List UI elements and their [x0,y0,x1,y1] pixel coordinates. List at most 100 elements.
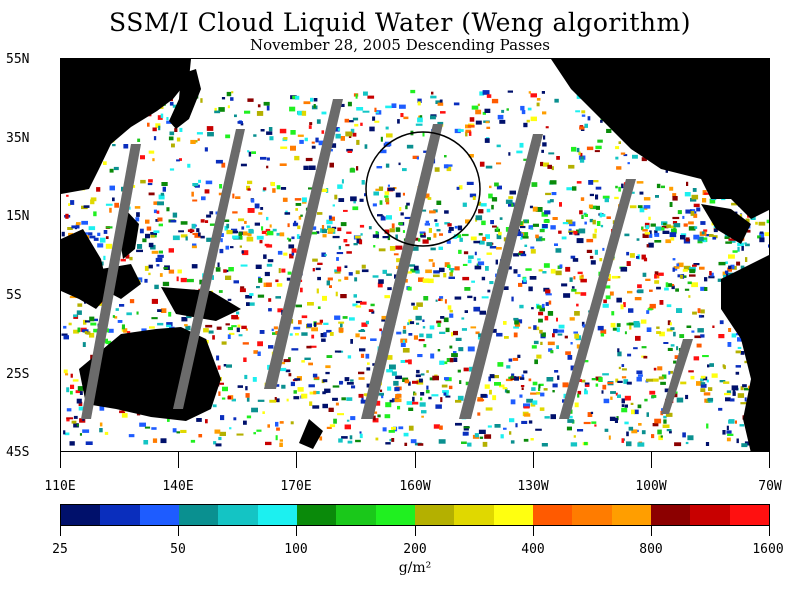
cloud-pixel [356,107,364,111]
cloud-pixel [500,434,504,439]
cloud-pixel [253,432,256,435]
cloud-pixel [475,331,480,335]
cloud-pixel [734,420,737,424]
cloud-pixel [433,274,440,278]
cloud-pixel [594,249,598,255]
cloud-pixel [512,357,519,361]
cloud-pixel [375,111,379,114]
cloud-pixel [85,441,93,445]
cloud-pixel [617,348,620,353]
cloud-pixel [334,315,341,320]
cloud-pixel [739,213,742,219]
cloud-pixel [496,162,502,165]
cloud-pixel [485,266,489,271]
cloud-pixel [312,226,317,230]
cloud-pixel [623,379,629,384]
cloud-pixel [237,121,243,124]
cloud-pixel [745,218,750,223]
cloud-pixel [385,402,392,408]
cloud-pixel [546,377,554,382]
cloud-pixel [568,230,575,233]
cloud-pixel [652,423,659,427]
cloud-pixel [208,330,214,334]
cloud-pixel [236,433,244,436]
cloud-pixel [669,186,674,191]
cloud-pixel [412,246,419,251]
cloud-pixel [306,323,312,328]
cloud-pixel [511,296,514,302]
cloud-pixel [321,338,326,342]
cloud-pixel [88,226,96,231]
cloud-pixel [297,225,301,230]
cloud-pixel [103,255,106,261]
cloud-pixel [99,428,103,433]
cloud-pixel [513,332,518,338]
colorbar-segment [257,505,297,525]
cloud-pixel [744,242,747,245]
cloud-pixel [676,308,683,313]
cloud-pixel [557,375,560,380]
cloud-pixel [275,435,278,441]
cloud-pixel [69,441,75,446]
cloud-pixel [337,413,344,416]
cloud-pixel [516,150,523,154]
cloud-pixel [372,234,379,238]
colorbar-segment [611,505,651,525]
cloud-pixel [293,326,301,330]
cloud-pixel [355,270,360,275]
cloud-pixel [670,225,676,229]
cloud-pixel [237,385,243,388]
cloud-pixel [406,202,410,206]
cloud-pixel [369,126,375,132]
cloud-pixel [295,203,302,206]
cloud-pixel [506,108,509,111]
cloud-pixel [574,402,579,408]
cloud-pixel [241,226,245,230]
cloud-pixel [607,382,614,385]
cloud-pixel [113,166,119,171]
cloud-pixel [547,164,552,169]
cloud-pixel [176,276,179,282]
cloud-pixel [468,154,474,158]
cloud-pixel [467,259,472,264]
cloud-pixel [446,240,451,244]
cloud-pixel [63,335,69,340]
orbit-gap-2 [173,129,245,409]
cloud-pixel [327,225,331,230]
cloud-pixel [358,330,366,332]
cloud-pixel [128,434,135,438]
cloud-pixel [373,415,376,421]
cloud-pixel [610,396,613,400]
cloud-pixel [468,255,474,259]
cloud-pixel [685,237,690,242]
cloud-pixel [318,140,325,146]
cloud-pixel [341,179,344,184]
cloud-pixel [322,379,328,383]
cloud-pixel [399,207,402,211]
cloud-pixel [595,205,600,210]
cloud-pixel [109,207,112,213]
cloud-pixel [639,207,645,213]
cloud-pixel [492,225,497,228]
cloud-pixel [150,232,157,235]
cloud-pixel [486,242,493,247]
cloud-pixel [732,391,736,396]
cloud-pixel [389,364,396,370]
cloud-pixel [303,165,309,170]
cloud-pixel [236,311,240,315]
cloud-pixel [66,417,74,420]
cloud-pixel [421,410,427,414]
cloud-pixel [286,277,291,281]
cloud-pixel [360,301,367,305]
cloud-pixel [380,149,387,154]
cloud-pixel [209,223,217,226]
cloud-pixel [301,360,305,363]
cloud-pixel [693,234,700,240]
cloud-pixel [713,228,718,233]
cloud-pixel [467,346,475,352]
cloud-pixel [489,281,494,285]
cloud-pixel [384,414,391,419]
cloud-pixel [66,194,69,197]
cloud-pixel [656,183,661,189]
cloud-pixel [431,394,439,397]
